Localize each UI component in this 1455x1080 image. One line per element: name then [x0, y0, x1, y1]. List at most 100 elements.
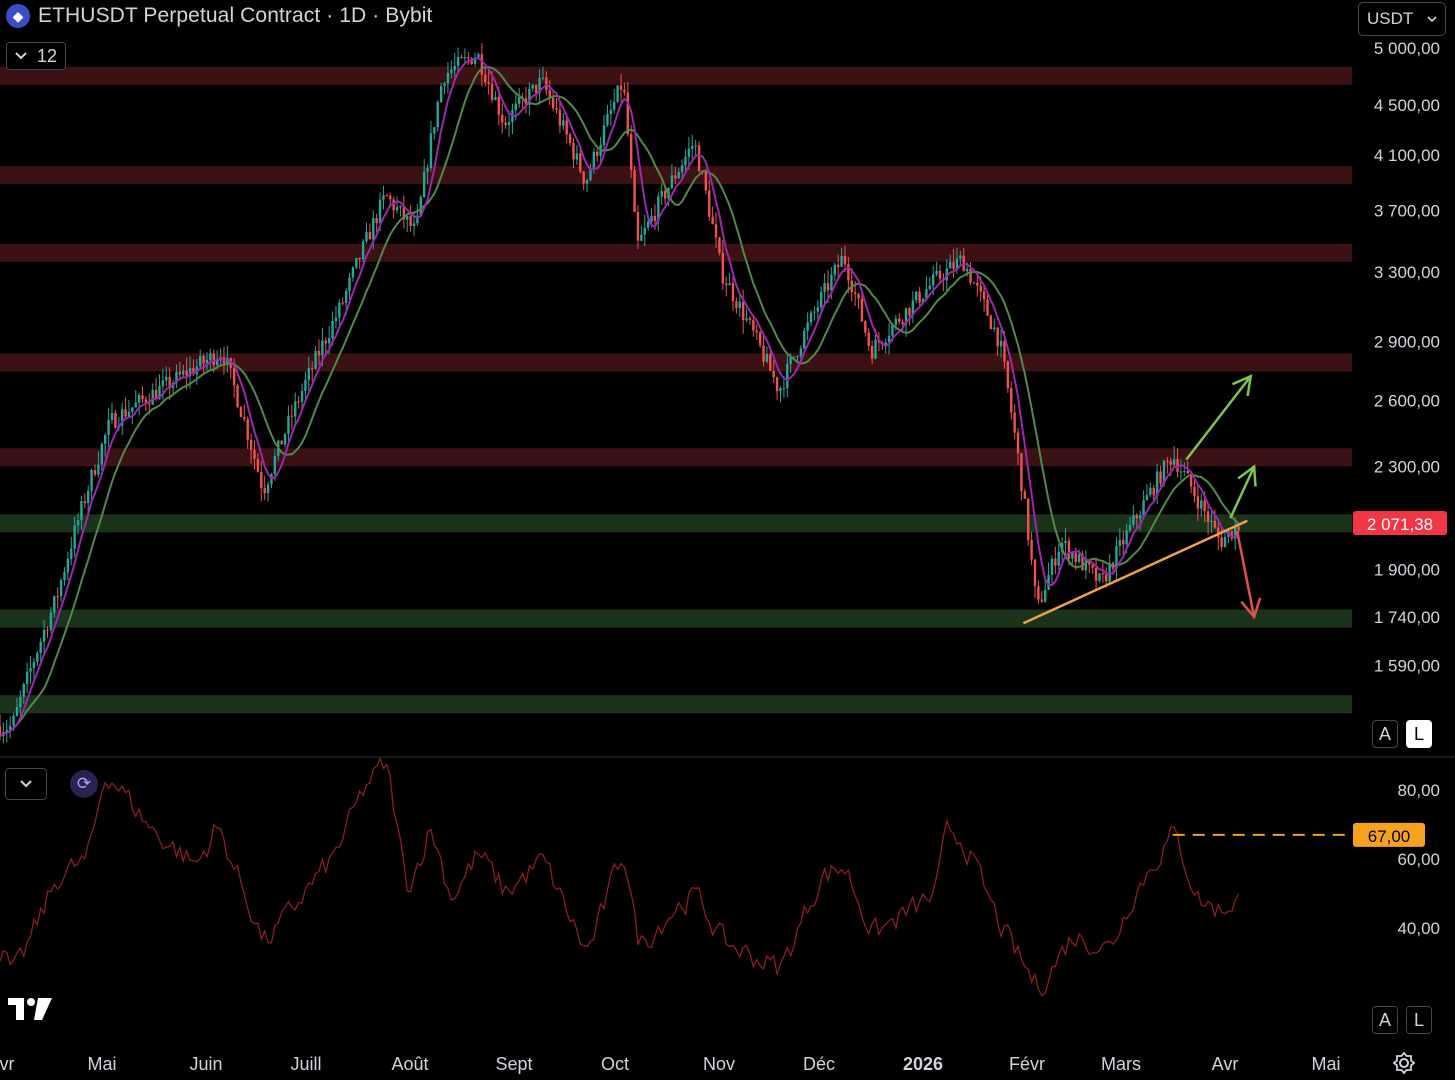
candle-body [1152, 487, 1155, 496]
collapse-pane-button[interactable] [5, 768, 47, 800]
candle-body [76, 520, 80, 526]
candle-body [300, 390, 304, 402]
candle-body [253, 449, 256, 459]
candle-body [1010, 388, 1013, 413]
candle-body [1118, 539, 1122, 546]
candle-body [565, 120, 568, 135]
candle-body [548, 90, 551, 98]
candle-body [643, 227, 646, 235]
candle-body [1027, 498, 1030, 540]
auto-scale-button[interactable]: A [1372, 720, 1398, 748]
currency-select[interactable]: USDT [1358, 2, 1446, 36]
candle-body [816, 307, 820, 312]
candle-body [144, 399, 148, 404]
candle-body [1149, 487, 1152, 495]
candle-body [969, 268, 972, 283]
time-axis-label: Juin [189, 1054, 222, 1074]
candle-body [480, 54, 484, 75]
candle-body [1088, 559, 1091, 565]
candle-body [931, 274, 935, 286]
candle-body [49, 612, 53, 631]
candle-body [613, 101, 616, 110]
candle-body [833, 264, 836, 275]
candle-body [646, 221, 650, 228]
candle-body [90, 469, 93, 491]
candle-body [287, 415, 290, 434]
candle-body [477, 54, 480, 58]
indicators-toggle[interactable]: 12 [6, 42, 67, 70]
candle-body [687, 148, 691, 157]
candle-body [731, 283, 735, 302]
candle-body [541, 77, 545, 79]
candle-body [1122, 539, 1125, 545]
settings-gear-icon[interactable] [1392, 1051, 1416, 1075]
candle-body [341, 302, 344, 304]
candle-body [789, 357, 792, 364]
candle-body [965, 268, 969, 272]
resistance-zone [0, 448, 1352, 467]
candle-body [891, 324, 894, 336]
rsi-auto-scale-button[interactable]: A [1372, 1006, 1398, 1034]
candle-body [691, 145, 694, 149]
rsi-scale: 80,00 60,00 40,00 67,00 [1353, 781, 1440, 938]
candle-body [161, 380, 165, 387]
bearish-arrow-head [1240, 597, 1262, 620]
candle-body [1050, 558, 1054, 575]
rsi-log-scale-button[interactable]: L [1406, 1006, 1432, 1034]
candle-body [616, 85, 619, 102]
candle-body [114, 413, 117, 428]
candle-body [915, 291, 918, 301]
candle-body [1054, 558, 1057, 566]
candle-body [955, 258, 959, 269]
rsi-tick-label: 80,00 [1397, 781, 1440, 800]
candle-body [864, 321, 867, 333]
candle-body [5, 729, 8, 733]
candle-body [120, 409, 124, 426]
candle-body [884, 342, 887, 345]
candle-body [324, 340, 327, 344]
candle-body [46, 629, 49, 631]
candle-body [185, 370, 188, 377]
candle-body [327, 338, 331, 344]
candle-body [623, 89, 626, 93]
candle-body [232, 367, 236, 386]
candle-body [321, 340, 324, 356]
time-axis-label: Août [391, 1054, 428, 1074]
candle-body [724, 283, 728, 286]
log-scale-button[interactable]: L [1406, 720, 1432, 748]
candle-body [158, 386, 161, 400]
candle-body [375, 218, 378, 224]
candle-body [680, 165, 684, 173]
candle-body [629, 134, 633, 171]
candle-body [952, 261, 955, 269]
symbol-header[interactable]: ◆ ETHUSDT Perpetual Contract · 1D · Bybi… [6, 4, 432, 28]
candle-body [745, 318, 748, 321]
candle-body [494, 96, 497, 101]
candle-body [1016, 432, 1020, 454]
candle-body [619, 85, 623, 90]
candle-body [317, 351, 321, 356]
candle-body [263, 488, 266, 494]
candle-body [959, 255, 962, 259]
candle-body [908, 308, 911, 316]
candle-body [772, 370, 775, 378]
refresh-icon[interactable]: ⟳ [70, 770, 98, 798]
candle-body [100, 444, 104, 465]
rsi-tick-label: 60,00 [1397, 850, 1440, 869]
price-tick-label: 5 000,00 [1374, 39, 1440, 58]
candle-body [779, 388, 782, 392]
candle-body [372, 218, 375, 240]
candle-body [853, 292, 857, 294]
candle-body [765, 353, 769, 362]
candle-body [1162, 460, 1166, 484]
candle-body [762, 345, 765, 362]
time-axis-label: Déc [803, 1054, 835, 1074]
candle-body [820, 292, 823, 308]
candle-body [83, 501, 87, 504]
candle-body [1186, 471, 1189, 474]
candle-body [684, 156, 687, 166]
price-tick-label: 4 500,00 [1374, 96, 1440, 115]
candle-body [1159, 471, 1162, 484]
candle-body [25, 671, 29, 685]
